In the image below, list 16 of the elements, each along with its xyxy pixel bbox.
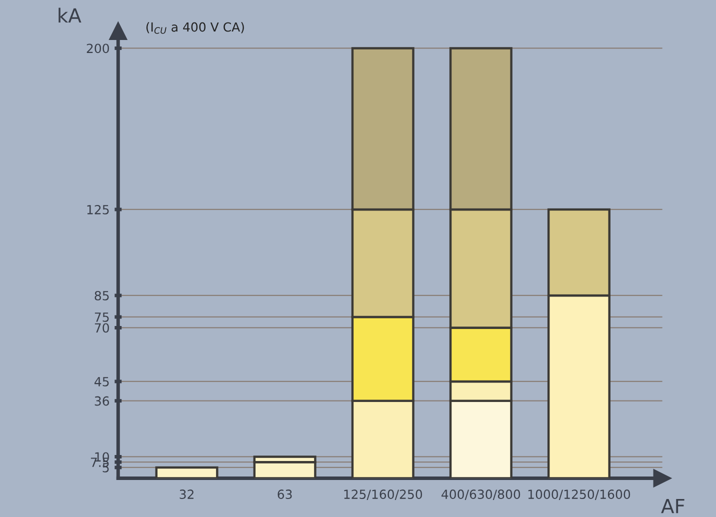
y-tick-label: 36 (94, 396, 110, 406)
x-tick-label: 125/160/250 (344, 490, 422, 500)
bar (155, 466, 218, 478)
y-tick-label: 200 (86, 44, 109, 54)
y-tick-label: 75 (94, 312, 109, 322)
y-tick-label: 85 (94, 290, 109, 300)
x-tick-label: 63 (278, 490, 292, 500)
y-tick-label: 45 (94, 377, 109, 386)
x-tick-label: 32 (180, 490, 194, 500)
y-tick-label: 70 (94, 323, 109, 333)
y-axis-title: kA (58, 8, 82, 23)
y-tick-label: 125 (87, 204, 109, 214)
x-tick-label: 400/630/800 (442, 490, 520, 500)
x-axis-title: AF (661, 498, 684, 514)
x-tick-label: 1000/1250/1600 (528, 490, 630, 500)
annotation: (I$_{CU}$ a 400 V CA) (146, 22, 244, 34)
